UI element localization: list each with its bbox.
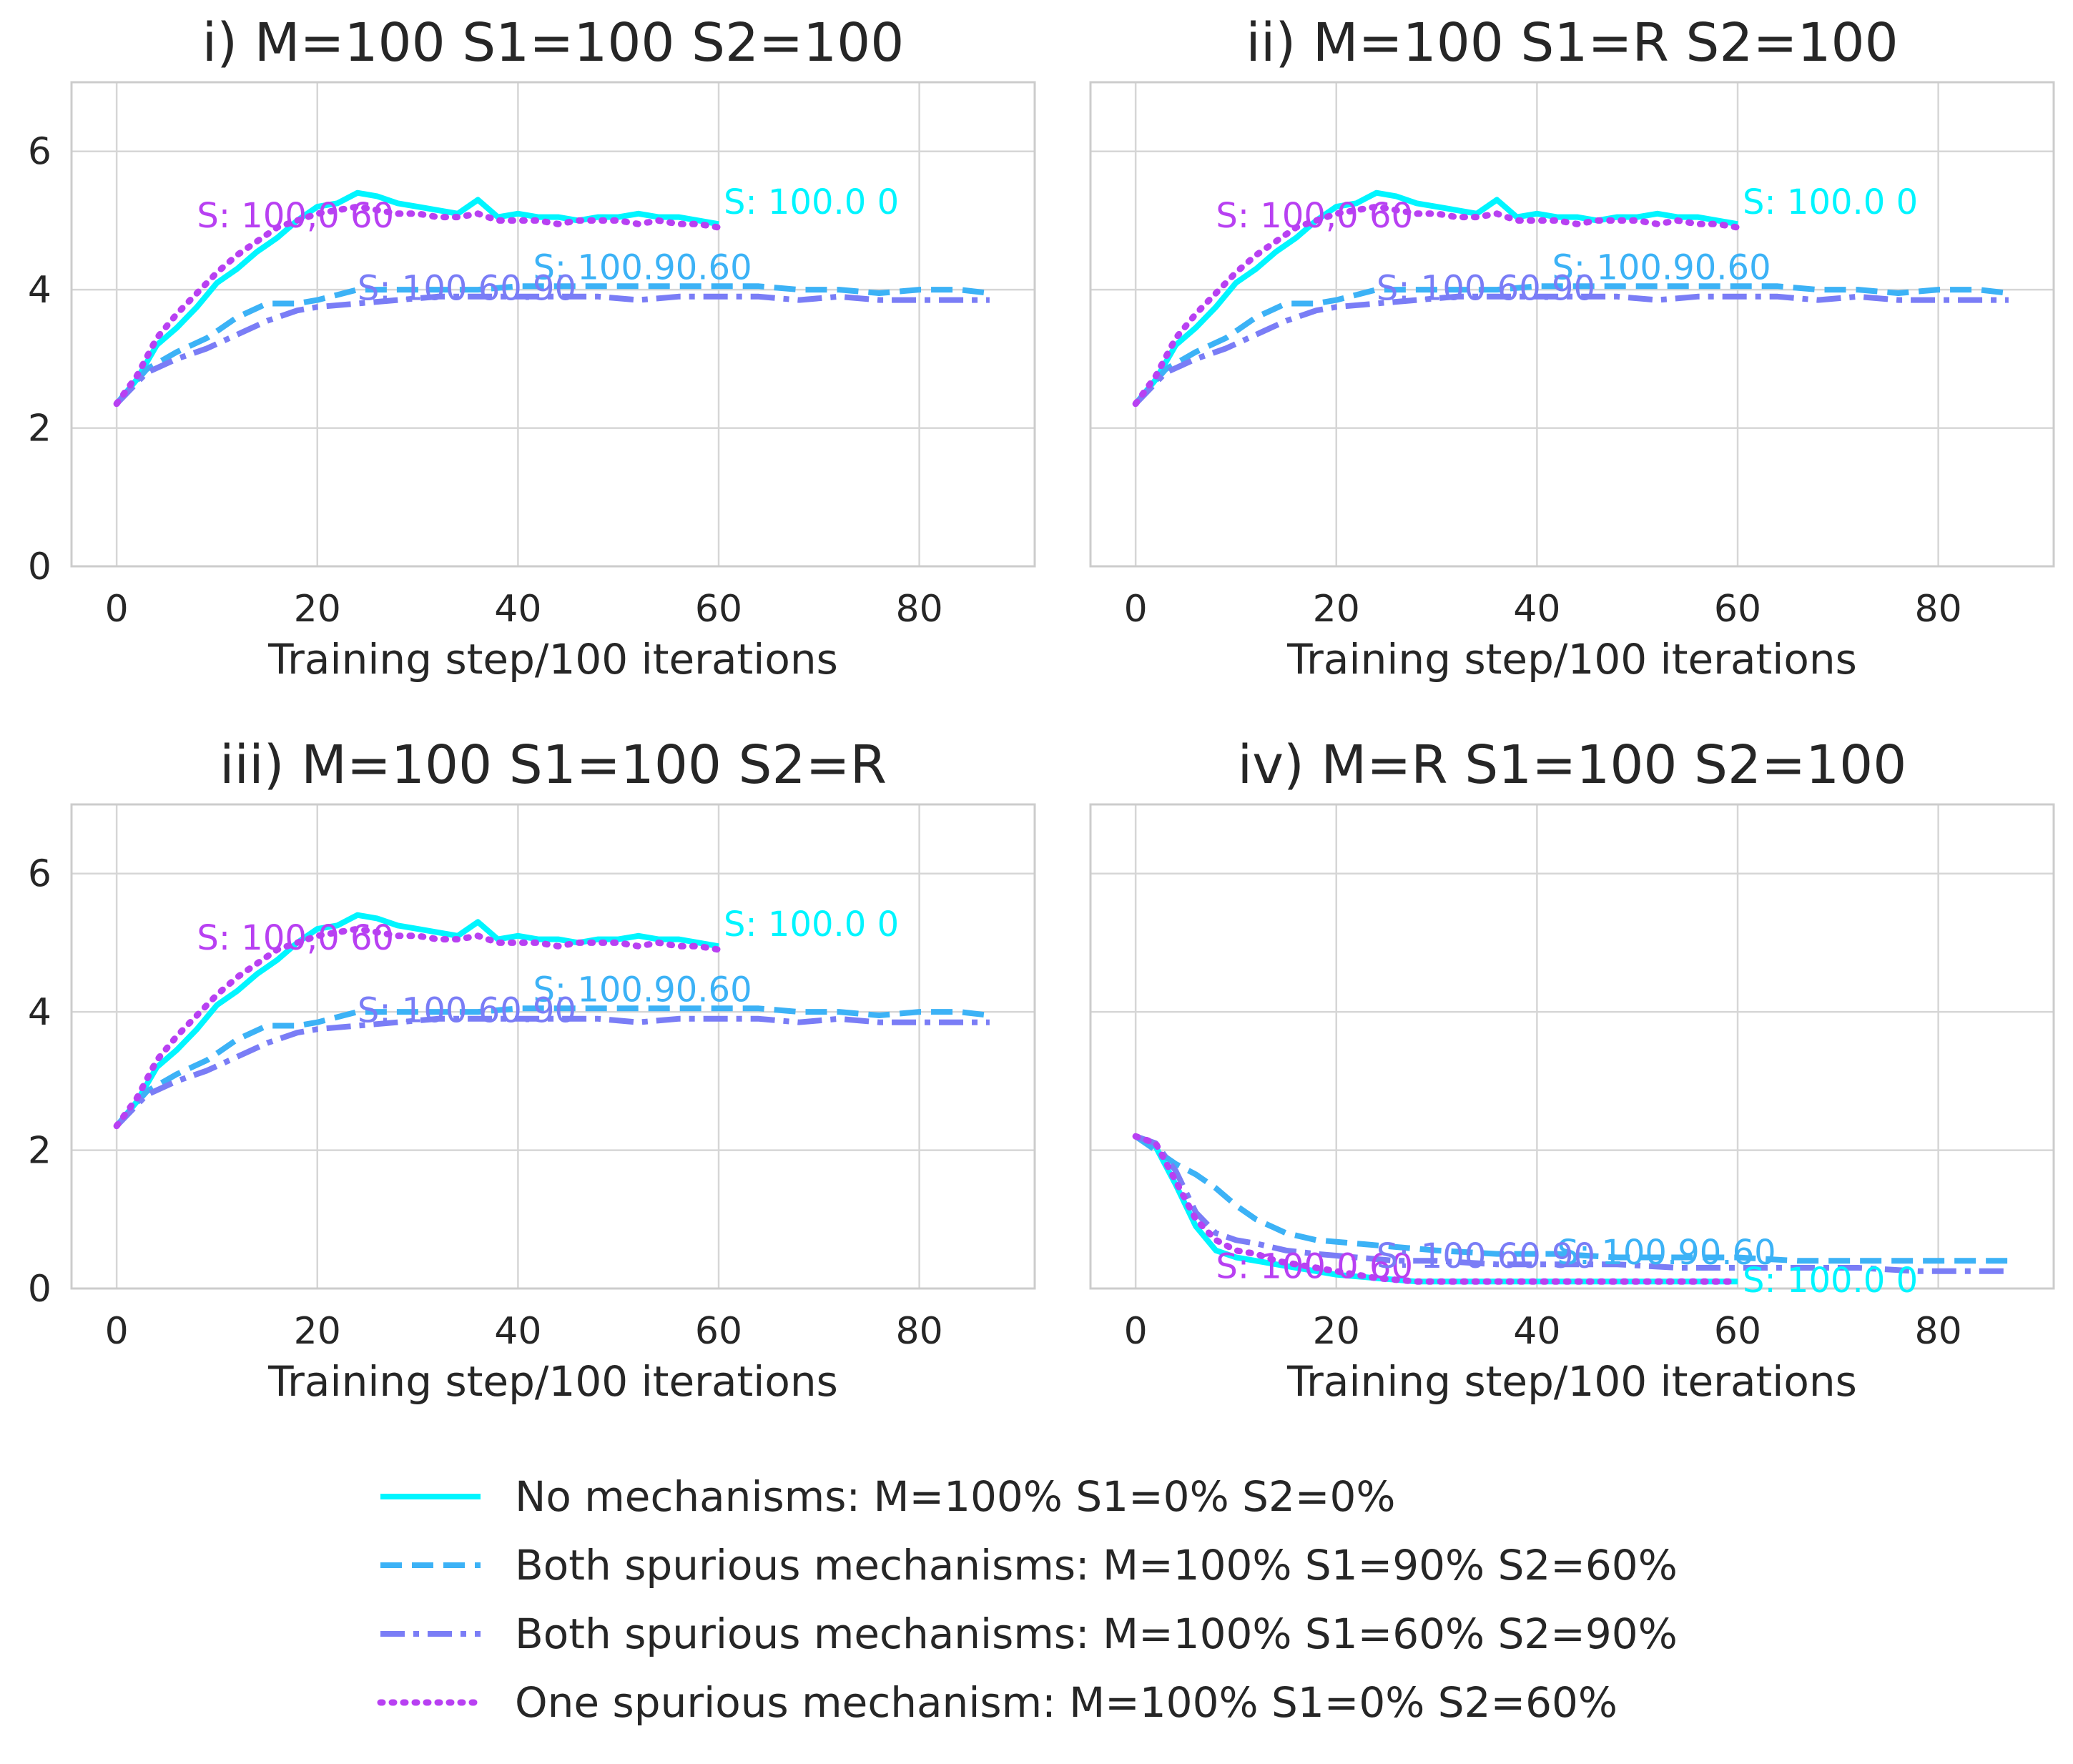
series-annotation: S: 100.90.60 — [533, 248, 752, 288]
series-annotation: S: 100 60.90 — [358, 991, 576, 1031]
x-tick-label: 60 — [695, 588, 742, 631]
x-tick-label: 0 — [105, 588, 129, 631]
series-line-2 — [114, 1005, 990, 1128]
series-annotation: S: 100.0 0 — [1743, 1261, 1918, 1301]
plot-frame — [70, 81, 1036, 568]
y-tick-label: 0 — [28, 1268, 51, 1311]
x-tick-label: 20 — [1313, 588, 1360, 631]
x-tick-label: 20 — [294, 1310, 341, 1353]
y-tick-label: 2 — [28, 1130, 51, 1173]
x-axis-label: Training step/100 iterations — [267, 635, 838, 684]
x-tick-label: 40 — [494, 588, 541, 631]
chart-panel-3: 0 20 40 60 80 0 2 4 6 iii) M=100 S1=100 S2=R Train… — [28, 734, 1036, 1406]
series-line-3 — [1134, 1133, 2009, 1274]
series-annotation: S: 100 60.90 — [358, 269, 576, 309]
x-tick-label: 20 — [294, 588, 341, 631]
series-line-3 — [1133, 293, 2009, 406]
series-annotation: S: 100 60 90 — [1377, 1236, 1595, 1276]
series-annotation: S: 100.90.60 — [533, 970, 752, 1010]
series-lines — [1132, 1133, 2009, 1285]
panel-title: iii) M=100 S1=100 S2=R — [220, 734, 887, 796]
series-annotation: S: 100.0 0 — [724, 182, 899, 222]
series-lines — [1132, 189, 2009, 408]
series-annotation: S: 100.90.60 — [1552, 248, 1771, 288]
series-annotation: S: 100.90.60 — [1557, 1233, 1776, 1273]
series-annotation: S: 100,0 60 — [197, 196, 394, 236]
legend-item-3: Both spurious mechanisms: M=100% S1=60% … — [380, 1610, 1678, 1658]
series-line-4 — [113, 203, 722, 408]
series-line-2 — [1133, 283, 2009, 406]
panel-title: ii) M=100 S1=R S2=100 — [1246, 12, 1898, 74]
series-line-4 — [1132, 203, 1741, 408]
series-line-3 — [114, 1015, 990, 1128]
series-annotation: S: 100.0 0 — [1743, 182, 1918, 222]
x-tick-label: 80 — [1915, 588, 1962, 631]
series-annotation: S: 100,0 60 — [197, 918, 394, 958]
y-tick-label: 4 — [28, 269, 51, 312]
series-line-4 — [1132, 1133, 1741, 1285]
x-tick-label: 0 — [1124, 1310, 1148, 1353]
panel-title: iv) M=R S1=100 S2=100 — [1238, 734, 1907, 796]
series-lines — [113, 912, 990, 1130]
series-line-4 — [113, 925, 722, 1130]
x-tick-label: 80 — [896, 1310, 943, 1353]
legend-item-1: No mechanisms: M=100% S1=0% S2=0% — [380, 1472, 1395, 1521]
y-tick-label: 6 — [28, 131, 51, 174]
x-tick-label: 40 — [1513, 588, 1560, 631]
plot-frame — [1089, 81, 2055, 568]
x-tick-label: 80 — [1915, 1310, 1962, 1353]
x-axis-label: Training step/100 iterations — [1286, 1357, 1857, 1406]
plot-frame — [1089, 803, 2055, 1290]
legend-label: Both spurious mechanisms: M=100% S1=60% … — [515, 1610, 1678, 1658]
x-tick-label: 0 — [1124, 588, 1148, 631]
y-tick-label: 2 — [28, 408, 51, 450]
chart-panel-1: 0 20 40 60 80 0 2 4 6 i) M=100 S1=100 S2=100 Train… — [28, 12, 1036, 684]
x-tick-label: 60 — [1714, 588, 1761, 631]
y-tick-label: 6 — [28, 853, 51, 896]
chart-panel-2: 0 20 40 60 80 ii) M=100 S1=R S2=100 Training s… — [1089, 12, 2055, 684]
series-annotation: S: 100,0 60 — [1216, 196, 1413, 236]
panel-title: i) M=100 S1=100 S2=100 — [202, 12, 905, 74]
series-lines — [113, 189, 990, 408]
series-annotation: S: 100 0.60 — [1216, 1246, 1413, 1286]
series-annotation: S: 100.0 0 — [724, 905, 899, 945]
legend-item-2: Both spurious mechanisms: M=100% S1=90% … — [380, 1541, 1678, 1590]
legend-item-4: One spurious mechanism: M=100% S1=0% S2=… — [377, 1678, 1617, 1727]
series-line-1 — [1133, 189, 1738, 406]
plot-frame — [70, 803, 1036, 1290]
series-line-1 — [114, 189, 719, 406]
y-tick-label: 4 — [28, 991, 51, 1034]
series-line-2 — [114, 283, 990, 406]
series-line-1 — [114, 912, 719, 1128]
legend-label: One spurious mechanism: M=100% S1=0% S2=… — [515, 1678, 1617, 1727]
legend: No mechanisms: M=100% S1=0% S2=0% Both sp… — [377, 1472, 1678, 1727]
x-tick-label: 40 — [1513, 1310, 1560, 1353]
x-tick-label: 60 — [1714, 1310, 1761, 1353]
x-tick-label: 0 — [105, 1310, 129, 1353]
legend-label: Both spurious mechanisms: M=100% S1=90% … — [515, 1541, 1678, 1590]
y-tick-label: 0 — [28, 546, 51, 588]
x-axis-label: Training step/100 iterations — [1286, 635, 1857, 684]
series-annotation: S: 100 60.90 — [1377, 269, 1595, 309]
series-line-3 — [114, 293, 990, 406]
chart-panel-4: 0 20 40 60 80 iv) M=R S1=100 S2=100 Training s… — [1089, 734, 2055, 1406]
series-line-2 — [1133, 1133, 2009, 1264]
x-tick-label: 80 — [896, 588, 943, 631]
x-axis-label: Training step/100 iterations — [267, 1357, 838, 1406]
x-tick-label: 40 — [494, 1310, 541, 1353]
legend-label: No mechanisms: M=100% S1=0% S2=0% — [515, 1472, 1395, 1521]
x-tick-label: 20 — [1313, 1310, 1360, 1353]
x-tick-label: 60 — [695, 1310, 742, 1353]
